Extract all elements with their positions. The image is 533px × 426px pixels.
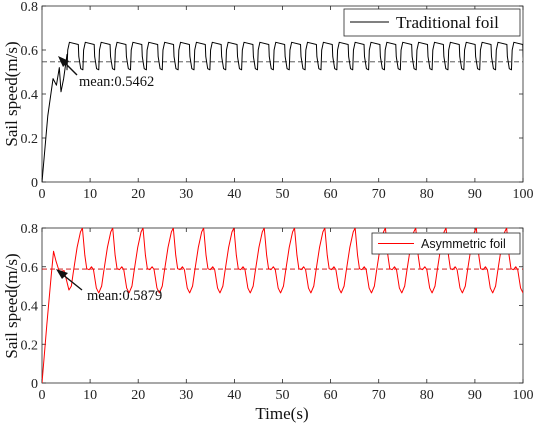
y-tick-label: 0.4 bbox=[21, 300, 39, 315]
x-tick-label: 30 bbox=[179, 187, 193, 202]
x-tick-label: 90 bbox=[468, 187, 482, 202]
top-xtick-labels: 0 10 20 30 40 50 60 70 80 90 100 bbox=[39, 187, 533, 202]
bottom-legend-label: Asymmetric foil bbox=[421, 237, 506, 251]
y-tick-label: 0 bbox=[31, 377, 38, 392]
bottom-annotation-arrow-shaft bbox=[61, 273, 83, 291]
x-tick-label: 40 bbox=[227, 388, 241, 403]
y-tick-label: 0.8 bbox=[21, 222, 39, 237]
x-tick-label: 60 bbox=[324, 388, 338, 403]
x-tick-label: 10 bbox=[83, 187, 97, 202]
x-tick-label: 100 bbox=[513, 187, 533, 202]
x-tick-label: 90 bbox=[468, 388, 482, 403]
y-tick-label: 0 bbox=[31, 176, 38, 191]
bottom-xtick-labels: 0 10 20 30 40 50 60 70 80 90 100 bbox=[39, 388, 533, 403]
y-tick-label: 0.2 bbox=[21, 132, 39, 147]
bottom-mean-annotation: mean:0.5879 bbox=[56, 269, 162, 304]
x-tick-label: 70 bbox=[372, 187, 386, 202]
x-tick-label: 50 bbox=[276, 187, 290, 202]
top-annotation-text: mean:0.5462 bbox=[79, 74, 154, 90]
bottom-legend-box bbox=[371, 232, 521, 255]
x-tick-label: 20 bbox=[131, 388, 145, 403]
top-y-axis-label: Sail speed(m/s) bbox=[2, 41, 21, 146]
x-tick-label: 20 bbox=[131, 187, 145, 202]
x-tick-label: 80 bbox=[420, 187, 434, 202]
x-tick-label: 40 bbox=[227, 187, 241, 202]
x-tick-label: 60 bbox=[324, 187, 338, 202]
bottom-legend: Asymmetric foil bbox=[371, 232, 521, 255]
top-ytick-labels: 0 0.2 0.4 0.6 0.8 bbox=[21, 0, 39, 191]
x-tick-label: 70 bbox=[372, 388, 386, 403]
x-tick-label: 80 bbox=[420, 388, 434, 403]
bottom-panel: 0 10 20 30 40 50 60 70 80 90 100 0 0.2 0.4 0.6 0.8 Sai… bbox=[2, 222, 533, 423]
y-tick-label: 0.6 bbox=[21, 44, 39, 59]
top-legend: Traditional foil bbox=[343, 8, 521, 37]
x-tick-label: 100 bbox=[513, 388, 533, 403]
y-tick-label: 0.6 bbox=[21, 261, 39, 276]
top-mean-annotation: mean:0.5462 bbox=[58, 56, 154, 90]
x-tick-label: 30 bbox=[179, 388, 193, 403]
y-tick-label: 0.8 bbox=[21, 0, 39, 15]
y-tick-label: 0.2 bbox=[21, 338, 39, 353]
top-legend-label: Traditional foil bbox=[396, 13, 499, 32]
bottom-ytick-labels: 0 0.2 0.4 0.6 0.8 bbox=[21, 222, 39, 392]
x-tick-label: 50 bbox=[276, 388, 290, 403]
x-tick-label: 0 bbox=[39, 388, 46, 403]
top-annotation-arrowhead bbox=[58, 56, 69, 67]
y-tick-label: 0.4 bbox=[21, 88, 39, 103]
x-tick-label: 10 bbox=[83, 388, 97, 403]
traditional-foil-line bbox=[42, 41, 523, 182]
bottom-annotation-text: mean:0.5879 bbox=[87, 288, 162, 304]
bottom-annotation-arrowhead bbox=[56, 269, 68, 279]
x-axis-label: Time(s) bbox=[255, 404, 308, 423]
x-tick-label: 0 bbox=[39, 187, 46, 202]
top-panel: 0 10 20 30 40 50 60 70 80 90 100 0 0.2 0.4 0.6 0.8 Sai… bbox=[2, 0, 533, 202]
bottom-y-axis-label: Sail speed(m/s) bbox=[2, 253, 21, 358]
asymmetric-foil-line bbox=[42, 228, 523, 383]
